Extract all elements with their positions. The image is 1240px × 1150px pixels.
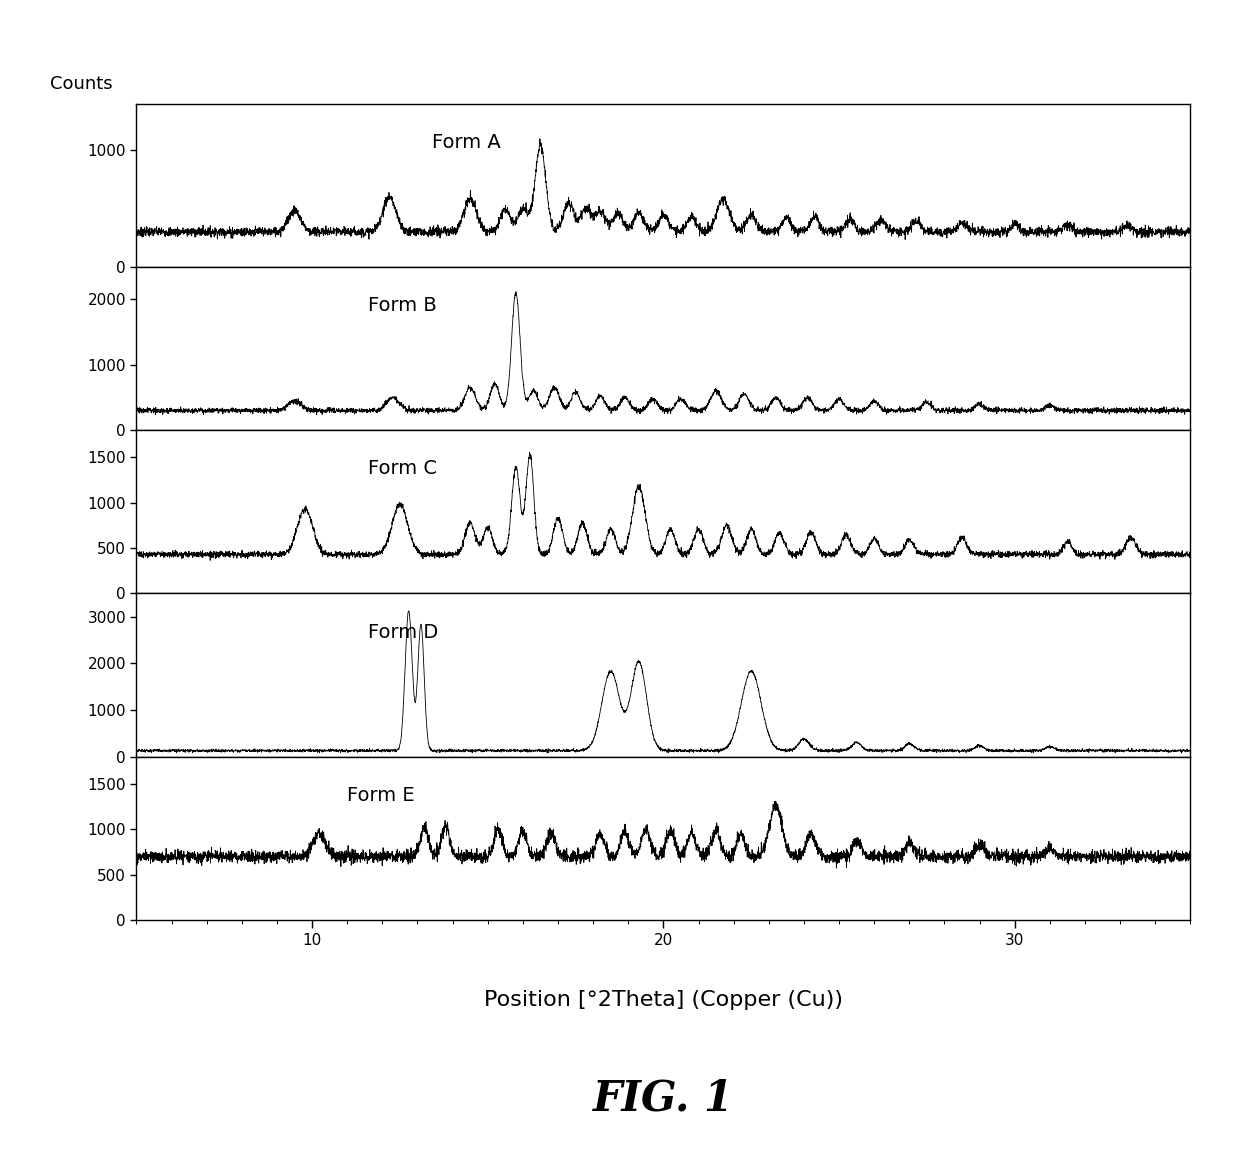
Text: FIG. 1: FIG. 1 <box>593 1078 734 1119</box>
Text: Position [°2Theta] (Copper (Cu)): Position [°2Theta] (Copper (Cu)) <box>484 990 843 1011</box>
Text: Form E: Form E <box>347 787 415 805</box>
Text: Form A: Form A <box>432 133 500 152</box>
Text: Counts: Counts <box>50 75 113 93</box>
Text: Form D: Form D <box>368 623 439 642</box>
Text: Form C: Form C <box>368 460 438 478</box>
Text: Form B: Form B <box>368 297 436 315</box>
